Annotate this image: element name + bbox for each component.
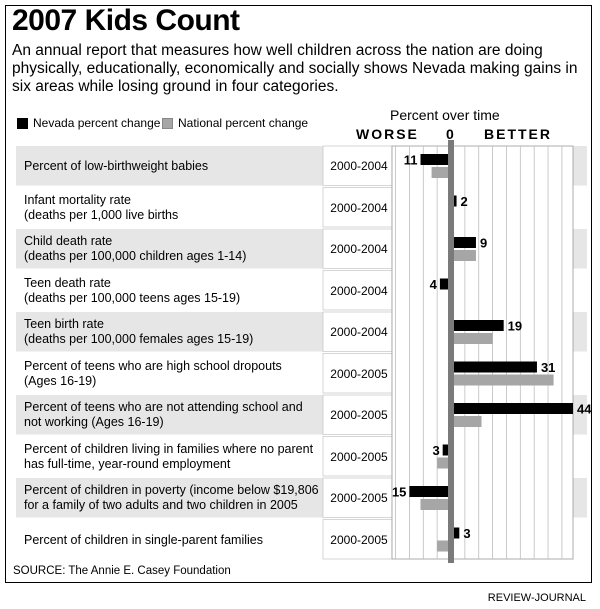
category-label: Infant mortality rate (deaths per 1,000 l… (24, 193, 322, 223)
nevada-value-label: 11 (404, 153, 418, 168)
category-label-line: Percent of low-birthweight babies (24, 159, 209, 173)
nevada-value-label: 15 (392, 485, 406, 500)
chart-title: 2007 Kids Count (12, 4, 240, 37)
nevada-value-label: 4 (430, 277, 438, 292)
frame (5, 5, 592, 583)
category-label: Percent of low-birthweight babies (24, 159, 322, 174)
category-label-line: (Ages 16-19) (24, 373, 97, 388)
legend-swatch-national (162, 117, 173, 129)
credit: REVIEW-JOURNAL (487, 592, 586, 604)
zero-label: 0 (446, 126, 456, 142)
category-label-line: Teen birth rate (24, 317, 104, 331)
better-label: BETTER (484, 126, 552, 142)
category-label-line: for a family of two adults and two child… (24, 498, 298, 512)
period-label: 2000-2004 (330, 200, 388, 215)
period-label: 2000-2005 (330, 366, 388, 381)
category-label-line: (deaths per 100,000 females ages 15-19) (24, 332, 254, 346)
period-cell (322, 228, 393, 269)
category-label-line: (deaths per 100,000 children ages 1-14) (24, 249, 247, 263)
period-label: 2000-2005 (330, 491, 388, 505)
period-label: 2000-2005 (330, 532, 388, 547)
period-cell (322, 519, 393, 560)
nevada-bar (439, 278, 451, 290)
nevada-bar (451, 320, 504, 331)
nevada-value-label: 3 (463, 526, 470, 541)
worse-label: WORSE (356, 126, 419, 142)
category-label: Teen birth rate (deaths per 100,000 femal… (24, 317, 322, 347)
period-cell (322, 477, 393, 518)
category-label: Percent of teens who are not attending s… (24, 400, 322, 430)
national-bar (437, 540, 451, 552)
period-cell (322, 311, 393, 352)
national-bar (451, 250, 476, 261)
category-label-line: Percent of children in single-parent fam… (24, 532, 264, 547)
legend-label-nevada: Nevada percent change (33, 116, 161, 130)
category-label-line: Percent of teens who are not attending s… (24, 400, 303, 414)
chart-subtitle: An annual report that measures how well … (12, 42, 578, 95)
category-label: Percent of children in single-parent fam… (24, 533, 322, 548)
nevada-value-label: 3 (432, 443, 439, 458)
period-label: 2000-2004 (330, 242, 388, 256)
category-label-line: Infant mortality rate (24, 192, 131, 207)
national-bar (437, 457, 451, 469)
legend-label-national: National percent change (178, 116, 309, 130)
period-label: 2000-2005 (330, 408, 388, 422)
category-label-line: Percent of children living in families w… (24, 441, 314, 456)
legend-national: National percent change (162, 116, 308, 130)
nevada-value-label: 31 (541, 360, 555, 375)
nevada-bar (451, 361, 537, 373)
category-label-line: Percent of children in poverty (income b… (24, 483, 319, 497)
period-label: 2000-2004 (330, 325, 388, 339)
category-label-line: (deaths per 1,000 live births (24, 207, 179, 222)
category-label: Percent of children living in families w… (24, 442, 322, 472)
category-label: Teen death rate (deaths per 100,000 teens… (24, 276, 322, 306)
category-label-line: Teen death rate (24, 275, 111, 290)
period-label: 2000-2004 (330, 283, 388, 298)
category-label-line: Child death rate (24, 234, 113, 248)
period-cell (322, 270, 393, 311)
nevada-value-label: 2 (461, 194, 468, 209)
period-cell (322, 145, 393, 186)
period-label: 2000-2004 (330, 159, 388, 173)
category-label-line: Percent of teens who are high school dro… (24, 358, 282, 373)
category-label: Percent of children in poverty (income b… (24, 483, 322, 513)
nevada-bar (420, 154, 451, 165)
plot-area (391, 145, 574, 560)
category-label: Percent of teens who are high school dro… (24, 359, 322, 389)
category-label-line: not working (Ages 16-19) (24, 415, 164, 429)
nevada-bar (451, 237, 476, 248)
nevada-value-label: 9 (480, 236, 487, 251)
national-bar (420, 499, 451, 510)
period-cell (322, 394, 393, 435)
category-label-line: (deaths per 100,000 teens ages 15-19) (24, 290, 241, 305)
period-cell (322, 187, 393, 228)
national-bar (451, 333, 493, 344)
national-bar (431, 167, 451, 178)
national-bar (451, 374, 554, 386)
source-note: SOURCE: The Annie E. Casey Foundation (13, 565, 231, 577)
category-label: Child death rate (deaths per 100,000 chil… (24, 234, 322, 264)
nevada-value-label: 44 (577, 402, 592, 417)
nevada-bar (451, 403, 573, 414)
period-label: 2000-2005 (330, 449, 388, 464)
period-cell (322, 436, 393, 477)
category-label-line: has full-time, year-round employment (24, 456, 231, 471)
zero-axis (448, 140, 454, 563)
axis-title: Percent over time (390, 107, 500, 123)
nevada-bar (451, 527, 460, 539)
nevada-bar (442, 444, 451, 456)
legend-swatch-nevada (17, 117, 28, 129)
nevada-value-label: 19 (508, 319, 522, 334)
national-bar (451, 416, 482, 427)
nevada-bar (409, 486, 451, 497)
legend-nevada: Nevada percent change (17, 116, 160, 130)
period-cell (322, 353, 393, 394)
